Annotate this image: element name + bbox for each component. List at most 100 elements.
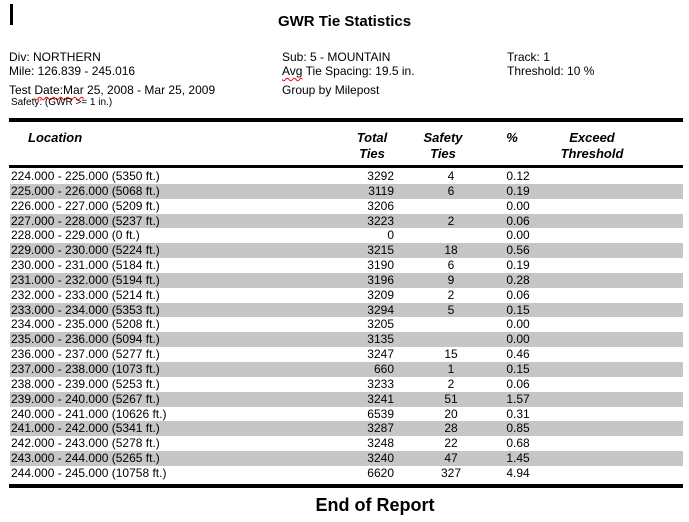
location-cell: 225.000 - 226.000 (5068 ft.) [11,183,160,198]
table-row: 230.000 - 231.000 (5184 ft.) 3190 6 0.19 [10,258,683,273]
table-row: 234.000 - 235.000 (5208 ft.) 3205 0.00 [10,317,683,332]
percent-cell: 0.56 [506,243,530,258]
percent-cell: 1.57 [506,391,530,406]
table-row: 235.000 - 236.000 (5094 ft.) 3135 0.00 [10,332,683,348]
test-date-prefix: Test [9,83,35,97]
total-ties-line1: Total [356,130,388,145]
table-row: 229.000 - 230.000 (5224 ft.) 3215 18 0.5… [10,243,683,259]
total-ties-cell: 3240 [367,451,394,466]
location-cell: 229.000 - 230.000 (5224 ft.) [11,243,160,258]
safety-ties-cell [394,317,498,332]
safety-ties-cell [394,332,498,347]
total-ties-cell: 3241 [367,391,394,406]
safety-ties-cell: 20 [444,406,458,421]
percent-cell: 4.94 [506,465,530,480]
safety-ties-cell: 47 [444,451,458,466]
exceed-threshold-cell [538,317,683,332]
total-ties-cell: 6539 [367,406,394,421]
exceed-threshold-cell [538,184,683,199]
exceed-threshold-cell [538,332,683,347]
total-ties-cell: 3233 [367,376,394,391]
safety-ties-cell: 6 [447,183,455,198]
table-row: 243.000 - 244.000 (5265 ft.) 3240 47 1.4… [10,451,683,466]
location-cell: 231.000 - 232.000 (5194 ft.) [11,272,160,287]
table-row: 233.000 - 234.000 (5353 ft.) 3294 5 0.15 [10,302,683,318]
table-body: 224.000 - 225.000 (5350 ft.) 3292 4 0.12… [10,169,683,481]
location-cell: 227.000 - 228.000 (5237 ft.) [11,213,160,228]
track-label: Track: 1 [507,50,550,64]
location-cell: 235.000 - 236.000 (5094 ft.) [11,332,160,347]
total-ties-cell: 3209 [367,287,394,302]
table-row: 242.000 - 243.000 (5278 ft.) 3248 22 0.6… [10,436,683,451]
exceed-threshold-cell [538,362,683,377]
exceed-threshold-cell [538,228,683,243]
total-ties-cell: 0 [387,228,394,243]
table-row: 236.000 - 237.000 (5277 ft.) 3247 15 0.4… [10,347,683,362]
table-row: 231.000 - 232.000 (5194 ft.) 3196 9 0.28 [10,272,683,288]
table-row: 240.000 - 241.000 (10626 ft.) 6539 20 0.… [10,407,683,422]
page-title: GWR Tie Statistics [277,13,412,30]
percent-cell: 0.06 [506,287,530,302]
safety-ties-cell: 327 [440,465,462,480]
total-ties-cell: 3119 [368,183,394,198]
location-cell: 238.000 - 239.000 (5253 ft.) [11,376,160,391]
threshold-label: Threshold: 10 % [507,64,595,78]
location-cell: 237.000 - 238.000 (1073 ft.) [11,361,160,376]
table-row: 241.000 - 242.000 (5341 ft.) 3287 28 0.8… [10,421,683,437]
percent-cell: 0.46 [506,347,530,362]
division-label: Div: NORTHERN [9,50,101,64]
avg-tie-spacing-label: Avg Tie Spacing: 19.5 in. [282,64,415,78]
safety-ties-cell: 9 [447,272,455,287]
location-cell: 226.000 - 227.000 (5209 ft.) [11,198,160,213]
exceed-threshold-cell [538,258,683,273]
percent-cell: 0.19 [506,183,530,198]
safety-ties-line2: Ties [430,146,456,161]
location-cell: 239.000 - 240.000 (5267 ft.) [11,391,160,406]
mile-range-label: Mile: 126.839 - 245.016 [9,64,136,78]
location-cell: 241.000 - 242.000 (5341 ft.) [11,421,160,436]
location-cell: 233.000 - 234.000 (5353 ft.) [11,302,160,317]
header-info-middle: Sub: 5 - MOUNTAIN Avg Tie Spacing: 19.5 … [282,50,415,97]
subdivision-label: Sub: 5 - MOUNTAIN [282,50,391,64]
table-row: 224.000 - 225.000 (5350 ft.) 3292 4 0.12 [10,169,683,184]
location-cell: 234.000 - 235.000 (5208 ft.) [11,317,160,332]
exceed-threshold-cell [538,199,683,214]
exceed-threshold-cell [538,436,683,451]
table-row: 226.000 - 227.000 (5209 ft.) 3206 0.00 [10,199,683,214]
location-cell: 240.000 - 241.000 (10626 ft.) [11,406,167,421]
safety-ties-line1: Safety [423,130,463,145]
percent-cell: 1.45 [506,451,530,466]
total-ties-cell: 3135 [367,332,394,347]
exceed-threshold-cell [538,466,683,481]
safety-ties-cell: 15 [444,347,458,362]
total-ties-cell: 3247 [367,347,394,362]
misspelling-underline: Avg [282,64,303,78]
exceed-threshold-cell [538,392,683,407]
total-ties-cell: 3294 [367,302,394,317]
group-by-label: Group by Milepost [282,83,380,97]
safety-ties-cell: 4 [447,169,455,183]
exceed-threshold-cell [538,273,683,288]
total-ties-cell: 3206 [367,198,394,213]
safety-ties-cell: 2 [447,376,455,391]
percent-cell: 0.15 [506,361,530,376]
safety-ties-cell: 51 [444,391,458,406]
table-row: 244.000 - 245.000 (10758 ft.) 6620 327 4… [10,466,683,481]
safety-ties-cell: 2 [447,287,455,302]
safety-ties-cell: 28 [444,421,458,436]
test-date-suffix: 25, 2008 - Mar 25, 2009 [83,83,216,97]
exceed-threshold-cell [538,169,683,184]
total-ties-cell: 3190 [367,258,394,273]
exceed-threshold-cell [538,347,683,362]
table-row: 232.000 - 233.000 (5214 ft.) 3209 2 0.06 [10,288,683,303]
location-cell: 230.000 - 231.000 (5184 ft.) [11,258,160,273]
column-header-percent: % [506,130,518,145]
horizontal-rule-bottom [9,484,683,488]
test-date-label: Test Date:Mar 25, 2008 - Mar 25, 2009 [9,83,215,97]
location-cell: 232.000 - 233.000 (5214 ft.) [11,287,160,302]
exceed-threshold-line2: Threshold [560,146,624,161]
percent-cell: 0.00 [506,317,530,332]
location-cell: 228.000 - 229.000 (0 ft.) [11,228,140,243]
header-info-right: Track: 1 Threshold: 10 % [507,50,594,78]
percent-cell: 0.00 [506,198,530,213]
